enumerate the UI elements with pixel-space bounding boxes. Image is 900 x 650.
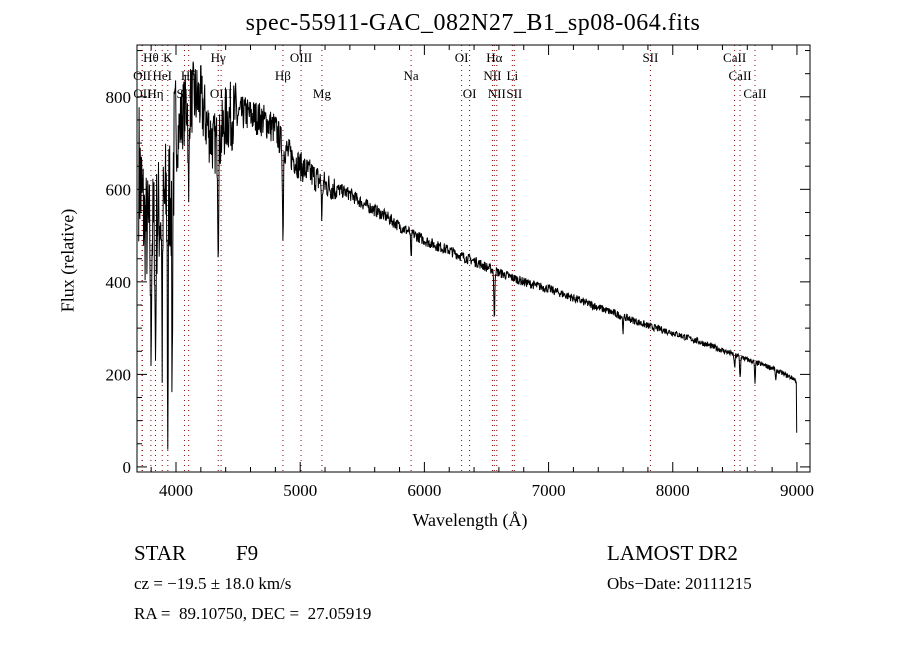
line-marker-label: CaII xyxy=(723,50,746,65)
x-tick-label: 9000 xyxy=(780,481,814,500)
line-marker-label: K xyxy=(163,50,173,65)
y-tick-label: 200 xyxy=(106,365,132,384)
x-tick-label: 7000 xyxy=(532,481,566,500)
line-marker-label: CaII xyxy=(729,68,752,83)
x-tick-label: 4000 xyxy=(159,481,193,500)
line-marker-label: Li xyxy=(507,68,519,83)
line-marker-label: NII xyxy=(483,68,501,83)
x-tick-label: 6000 xyxy=(407,481,441,500)
line-marker-label: SII xyxy=(506,86,522,101)
x-tick-label: 5000 xyxy=(283,481,317,500)
y-axis-label: Flux (relative) xyxy=(57,208,78,313)
line-marker-label: SII xyxy=(642,50,658,65)
spectrum-line xyxy=(138,61,798,450)
line-marker-label: CaII xyxy=(743,86,766,101)
y-tick-label: 800 xyxy=(106,88,132,107)
line-marker-label: OII xyxy=(133,68,151,83)
line-marker-label: OIII xyxy=(210,86,232,101)
line-marker-label: Hα xyxy=(486,50,502,65)
line-marker-label: OI xyxy=(463,86,477,101)
line-marker-label: OII xyxy=(133,86,151,101)
x-tick-label: 8000 xyxy=(656,481,690,500)
line-marker-label: HeI xyxy=(152,68,172,83)
line-marker-label: Hδ xyxy=(181,68,197,83)
line-marker-label: OIII xyxy=(290,50,312,65)
line-marker-label: SII xyxy=(176,86,192,101)
obs-date: Obs−Date: 20111215 xyxy=(607,574,752,593)
survey-release: LAMOST DR2 xyxy=(607,541,738,565)
coordinates: RA = 89.10750, DEC = 27.05919 xyxy=(134,604,372,623)
line-marker-label: Na xyxy=(404,68,419,83)
y-tick-label: 600 xyxy=(106,180,132,199)
redshift-text: cz = −19.5 ± 18.0 km/s xyxy=(134,574,292,593)
line-marker-label: OI xyxy=(455,50,469,65)
line-marker-label: Hθ xyxy=(143,50,159,65)
line-marker-label: Hγ xyxy=(211,50,226,65)
chart-title: spec-55911-GAC_082N27_B1_sp08-064.fits xyxy=(245,10,701,36)
x-axis-label: Wavelength (Å) xyxy=(412,510,528,530)
y-tick-label: 0 xyxy=(123,458,132,477)
object-class: STAR xyxy=(134,541,186,565)
line-marker-label: Hη xyxy=(147,86,163,101)
line-marker-label: Mg xyxy=(313,86,332,101)
subclass: F9 xyxy=(236,541,259,565)
line-marker-label: Hβ xyxy=(275,68,291,83)
y-tick-label: 400 xyxy=(106,273,132,292)
line-marker-label: NII xyxy=(488,86,506,101)
